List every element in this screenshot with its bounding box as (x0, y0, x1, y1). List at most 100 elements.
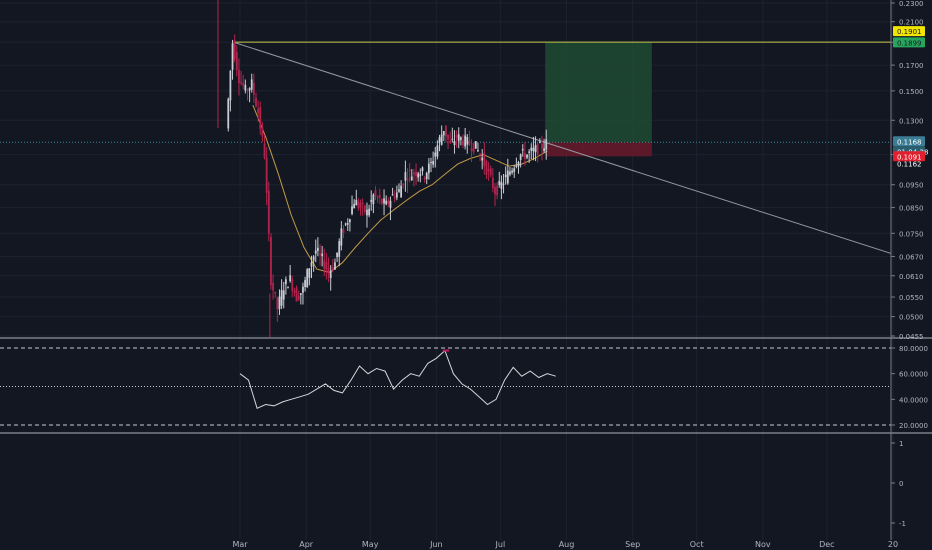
y-tick-label: 0.2300 (899, 0, 924, 8)
candle-body (312, 256, 315, 261)
candle-body (470, 148, 473, 151)
current-price-badge: 0.1162 (897, 160, 922, 168)
x-tick-label: Sep (625, 540, 640, 549)
candle-body (455, 135, 458, 138)
rsi-tick-label: 40.0000 (899, 396, 928, 404)
rsi-tick-label: 80.0000 (899, 345, 928, 353)
y-tick-label: 0.0750 (899, 230, 924, 238)
x-tick-label: Mar (232, 540, 248, 549)
candle-body (498, 181, 501, 186)
entry-badge: 0.1168 (897, 138, 922, 146)
candle-body (400, 185, 403, 198)
x-tick-label: Nov (755, 540, 771, 549)
candle-body (342, 229, 345, 233)
y-tick-label: 0.0455 (899, 333, 924, 341)
candle-body (276, 297, 279, 310)
rsi-pane (0, 347, 891, 426)
candle-body (423, 178, 426, 180)
candle-body (329, 270, 332, 279)
x-tick-label: Oct (690, 540, 704, 549)
candle-body (534, 145, 537, 153)
candle-body (372, 194, 375, 205)
candle-body (370, 199, 373, 202)
target-zone (545, 42, 652, 143)
x-tick-label: May (362, 540, 379, 549)
y-tick-label: 0.0950 (899, 182, 924, 190)
candle-body (340, 228, 343, 246)
candle-body (541, 143, 543, 149)
candle-body (299, 293, 302, 295)
osc-tick-label: -1 (899, 520, 906, 528)
candle-body (331, 267, 334, 271)
candle-body (291, 279, 294, 291)
candle-body (229, 70, 232, 101)
candle-body (462, 140, 464, 146)
candle-body (489, 168, 492, 176)
y-tick-label: 0.1700 (899, 62, 924, 70)
candle-body (453, 141, 456, 145)
candle-body (257, 108, 260, 114)
candle-body (442, 130, 445, 136)
y-tick-label: 0.0550 (899, 294, 924, 302)
candle-body (496, 185, 499, 196)
candle-body (287, 287, 289, 289)
candle-body (515, 165, 518, 167)
candle-body (235, 51, 238, 71)
candle-body (293, 290, 296, 293)
candle-body (338, 241, 341, 257)
candle-body (351, 206, 353, 215)
candle-body (274, 291, 277, 294)
candle-body (491, 177, 494, 189)
candle-body (316, 247, 319, 251)
candle-body (509, 171, 511, 175)
rsi-tick-label: 60.0000 (899, 371, 928, 379)
candle-body (487, 168, 490, 172)
entry-badge-bg (893, 136, 925, 147)
candle-body (402, 184, 405, 186)
candle-body (368, 208, 371, 216)
candle-body (494, 186, 496, 195)
candle-body (436, 145, 439, 157)
candle-body (244, 84, 247, 91)
target-badge-bg (893, 37, 925, 48)
candle-body (530, 147, 533, 151)
y-tick-label: 0.1500 (899, 88, 924, 96)
candle-body (464, 135, 467, 147)
candle-body (393, 196, 396, 199)
candle-body (272, 282, 274, 291)
candle-body (477, 150, 479, 152)
candle-body (398, 189, 400, 192)
candle-body (526, 154, 528, 158)
x-tick-label: Jul (495, 540, 506, 549)
ema-line (252, 104, 548, 273)
candle-body (466, 137, 469, 145)
candles (217, 0, 548, 337)
candle-body (314, 250, 317, 254)
stop-zone (545, 142, 652, 157)
candle-body (472, 142, 475, 153)
candle-body (355, 200, 358, 206)
candle-body (421, 167, 424, 172)
candle-body (479, 154, 481, 156)
stop-badge: 0.1091 (897, 153, 922, 161)
candle-body (511, 170, 513, 173)
candle-body (289, 275, 292, 282)
candle-body (263, 143, 266, 158)
resistance-badge-bg (893, 26, 925, 37)
candle-body (438, 137, 441, 143)
candle-body (280, 290, 283, 306)
candle-body (227, 98, 230, 129)
candle-body (427, 163, 430, 174)
candle-body (308, 268, 311, 278)
candle-body (528, 151, 531, 153)
candle-body (415, 171, 417, 176)
candle-body (265, 157, 268, 193)
candle-body (323, 260, 326, 270)
rsi-line (239, 349, 556, 409)
candle-body (242, 82, 245, 86)
candle-body (413, 172, 415, 175)
